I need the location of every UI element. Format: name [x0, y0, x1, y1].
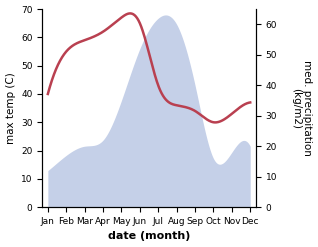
Y-axis label: max temp (C): max temp (C): [5, 72, 16, 144]
Y-axis label: med. precipitation
(kg/m2): med. precipitation (kg/m2): [291, 60, 313, 156]
X-axis label: date (month): date (month): [108, 231, 190, 242]
